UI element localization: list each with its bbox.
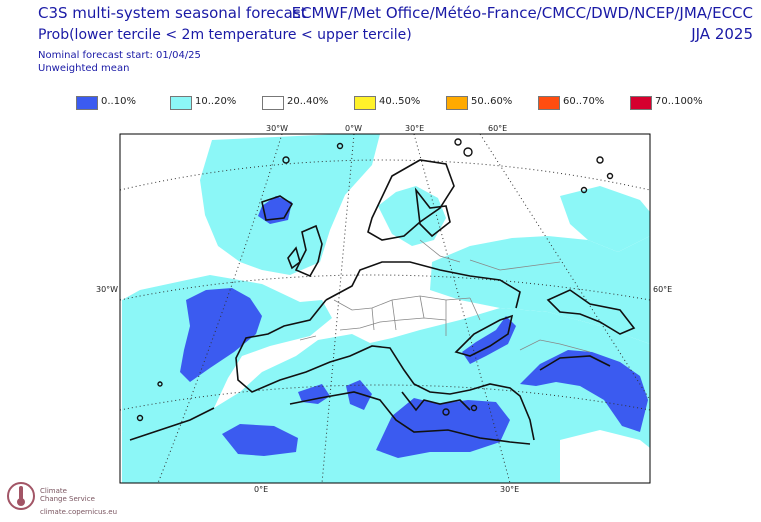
legend-swatch: [76, 96, 98, 110]
blue-region-black-sea: [462, 316, 516, 364]
lon-label-top: 0°W: [345, 124, 362, 133]
lon-label-left: 30°W: [96, 285, 118, 294]
legend-label: 10..20%: [195, 96, 237, 107]
lon-label-bottom: 0°E: [254, 485, 268, 494]
legend-label: 20..40%: [287, 96, 329, 107]
islands: [136, 138, 614, 422]
legend-swatch: [354, 96, 376, 110]
legend-label: 50..60%: [471, 96, 513, 107]
probability-field: [120, 134, 650, 483]
blue-region-western-africa: [222, 424, 298, 456]
lon-label-right: 60°E: [653, 285, 672, 294]
copernicus-logo: Climate Change Service climate.copernicu…: [4, 476, 124, 520]
legend-swatch: [630, 96, 652, 110]
legend-label: 60..70%: [563, 96, 605, 107]
map-title: C3S multi-system seasonal forecast: [38, 4, 307, 22]
lon-label-bottom: 30°E: [500, 485, 519, 494]
thermometer-icon: [7, 482, 35, 510]
forecast-start: Nominal forecast start: 01/04/25: [38, 50, 201, 61]
blue-region-algeria-coast: [298, 384, 330, 404]
cyan-region-east: [430, 236, 650, 344]
legend-label: 40..50%: [379, 96, 421, 107]
legend-swatch: [446, 96, 468, 110]
legend: 0..10% 10..20% 20..40% 40..50% 50..60% 6…: [76, 96, 756, 110]
country-borders: [299, 239, 591, 353]
legend-label: 70..100%: [655, 96, 703, 107]
lon-label-top: 60°E: [488, 124, 507, 133]
season-label: JJA 2025: [691, 25, 753, 43]
logo-url: climate.copernicus.eu: [40, 508, 118, 516]
cyan-region-scandinavia: [378, 186, 446, 246]
centres-list: ECMWF/Met Office/Météo-France/CMCC/DWD/N…: [291, 4, 753, 22]
blue-region-iceland: [258, 196, 292, 224]
map-subtitle: Prob(lower tercile < 2m temperature < up…: [38, 27, 412, 43]
cyan-region-northeast: [560, 186, 650, 252]
map-frame: [119, 133, 651, 484]
weighting-note: Unweighted mean: [38, 63, 130, 74]
legend-swatch: [262, 96, 284, 110]
blue-region-middle-east: [520, 350, 648, 432]
graticule: [120, 134, 650, 483]
coastlines: [129, 159, 636, 445]
white-region-sahara: [560, 430, 650, 483]
legend-label: 0..10%: [101, 96, 136, 107]
blue-region-atlantic-west: [180, 288, 262, 382]
legend-swatch: [538, 96, 560, 110]
blue-region-tunisia: [346, 380, 372, 410]
lon-label-top: 30°E: [405, 124, 424, 133]
logo-line1: Climate: [40, 487, 67, 495]
blue-region-central-med: [376, 398, 510, 458]
legend-swatch: [170, 96, 192, 110]
lon-label-top: 30°W: [266, 124, 288, 133]
graticule-labels: 30°W 0°W 30°E 60°E 30°W 60°E 0°E 30°E: [96, 124, 672, 494]
logo-line2: Change Service: [40, 495, 95, 503]
